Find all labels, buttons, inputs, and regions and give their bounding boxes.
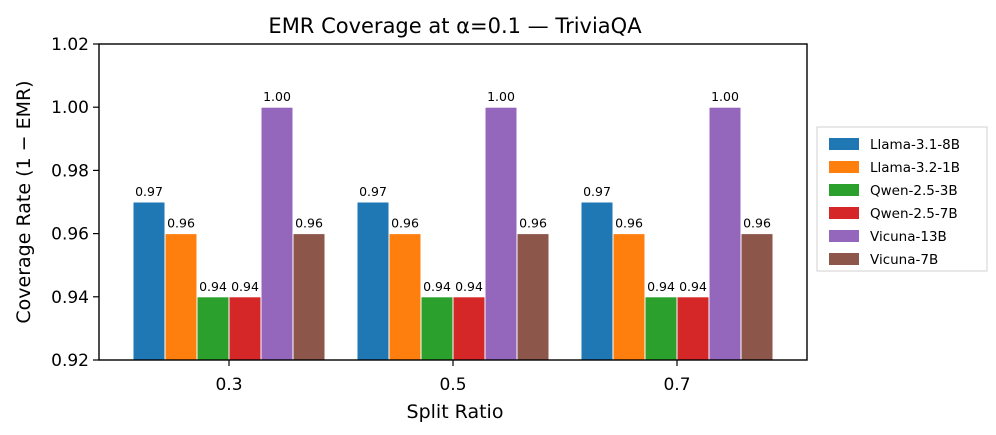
legend-frame — [816, 126, 988, 272]
bar — [516, 233, 550, 361]
data-label: 0.97 — [359, 184, 387, 199]
data-label: 0.97 — [135, 184, 163, 199]
y-axis-label: Coverage Rate (1 − EMR) — [13, 80, 35, 323]
legend-swatch — [829, 184, 859, 196]
legend-label: Llama-3.1-8B — [870, 137, 960, 153]
legend-swatch — [829, 161, 859, 173]
bar — [356, 201, 390, 361]
bar — [132, 201, 166, 361]
bar — [452, 296, 486, 361]
data-label: 0.96 — [391, 216, 419, 231]
legend-swatch — [829, 138, 859, 150]
x-axis-label: Split Ratio — [407, 401, 504, 423]
bar — [420, 296, 454, 361]
y-tick-label: 0.92 — [51, 351, 89, 371]
bar — [228, 296, 262, 361]
y-tick-label: 1.02 — [51, 35, 89, 55]
legend-swatch — [829, 207, 859, 219]
data-label: 0.96 — [519, 216, 547, 231]
data-labels-group: 0.97 0.97 0.97 0.96 0.96 0.96 0.94 0.94 0.94 0.94… — [135, 89, 771, 294]
data-label: 0.94 — [423, 279, 451, 294]
bar — [196, 296, 230, 361]
legend-swatch — [829, 253, 859, 265]
data-label: 0.94 — [647, 279, 675, 294]
legend-label: Qwen-2.5-3B — [870, 183, 958, 199]
bar — [644, 296, 678, 361]
x-tick-label: 0.5 — [439, 375, 466, 395]
data-label: 0.94 — [199, 279, 227, 294]
chart-title: EMR Coverage at α=0.1 — TriviaQA — [268, 14, 642, 38]
bar — [388, 233, 422, 361]
y-tick-label: 0.94 — [51, 288, 89, 308]
bar — [676, 296, 710, 361]
data-label: 0.96 — [295, 216, 323, 231]
bars-group — [132, 106, 774, 361]
bar — [708, 106, 742, 361]
data-label: 0.94 — [231, 279, 259, 294]
bar — [292, 233, 326, 361]
data-label: 0.94 — [679, 279, 707, 294]
legend-label: Qwen-2.5-7B — [870, 206, 958, 222]
bar — [612, 233, 646, 361]
data-label: 0.94 — [455, 279, 483, 294]
data-label: 0.97 — [583, 184, 611, 199]
y-tick-label: 0.96 — [51, 225, 89, 245]
bar — [164, 233, 198, 361]
data-label: 1.00 — [263, 89, 291, 104]
data-label: 0.96 — [615, 216, 643, 231]
y-tick-label: 0.98 — [51, 161, 89, 181]
data-label: 1.00 — [711, 89, 739, 104]
bar — [260, 106, 294, 361]
bar — [580, 201, 614, 361]
data-label: 0.96 — [167, 216, 195, 231]
bar — [484, 106, 518, 361]
legend: Llama-3.1-8B Llama-3.2-1B Qwen-2.5-3B Qwen-… — [816, 126, 988, 272]
legend-label: Llama-3.2-1B — [870, 160, 960, 176]
data-label: 0.96 — [743, 216, 771, 231]
y-tick-label: 1.00 — [51, 98, 89, 118]
y-axis: 0.92 0.94 0.96 0.98 1.00 1.02 — [51, 35, 99, 371]
x-tick-label: 0.7 — [663, 375, 690, 395]
legend-label: Vicuna-7B — [870, 252, 938, 268]
x-axis: 0.3 0.5 0.7 — [215, 360, 691, 395]
x-tick-label: 0.3 — [215, 375, 242, 395]
bar — [740, 233, 774, 361]
data-label: 1.00 — [487, 89, 515, 104]
legend-label: Vicuna-13B — [870, 229, 947, 245]
legend-swatch — [829, 230, 859, 242]
